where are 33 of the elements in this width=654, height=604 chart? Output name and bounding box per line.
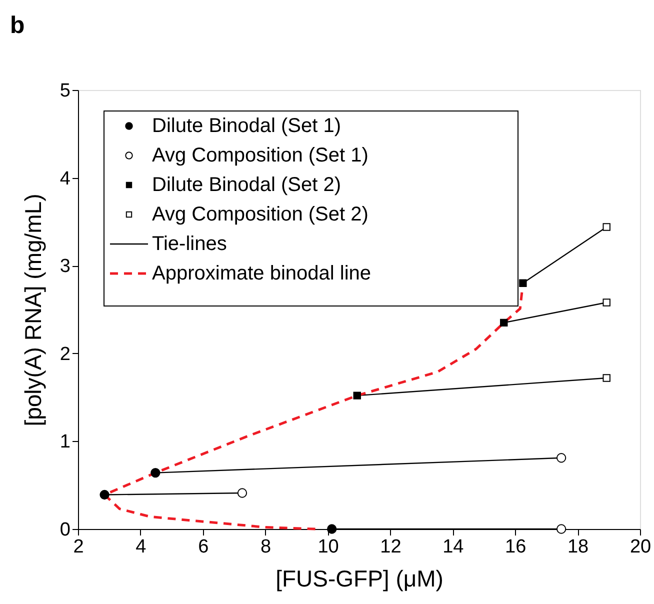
y-tick-label: 2 (60, 344, 70, 365)
x-tick-label: 20 (630, 536, 652, 558)
legend-label: Dilute Binodal (Set 1) (152, 115, 341, 137)
x-tick-label: 14 (442, 536, 464, 558)
x-tick-label: 8 (260, 536, 272, 558)
point (556, 453, 566, 463)
point (556, 524, 566, 534)
legend-label: Approximate binodal line (152, 262, 372, 284)
legend-label: Dilute Binodal (Set 2) (152, 174, 341, 196)
point (237, 488, 248, 498)
y-tick-label: 3 (60, 256, 70, 278)
point (100, 490, 110, 500)
legend-label: Avg Composition (Set 1) (152, 144, 368, 166)
y-tick-label: 5 (60, 80, 70, 102)
legend-label: Avg Composition (Set 2) (152, 204, 368, 226)
point (519, 279, 527, 288)
chart-title: b (10, 12, 25, 39)
point (150, 468, 160, 478)
x-tick-label: 16 (505, 536, 526, 558)
x-axis-title: [FUS-GFP] (μM) (276, 566, 444, 592)
y-axis-title: [poly(A) RNA] (mg/mL) (20, 194, 46, 426)
x-tick-label: 12 (380, 536, 402, 558)
y-tick-label: 1 (60, 432, 70, 453)
y-tick-label: 4 (60, 168, 71, 190)
point (327, 524, 337, 534)
x-tick-label: 18 (567, 536, 589, 558)
x-tick-label: 4 (136, 536, 147, 558)
legend-label: Tie-lines (152, 233, 227, 255)
x-tick-label: 2 (73, 536, 84, 558)
x-tick-label: 10 (318, 536, 339, 558)
x-tick-label: 6 (198, 536, 209, 558)
point (602, 223, 610, 231)
y-tick-label: 0 (60, 520, 70, 540)
